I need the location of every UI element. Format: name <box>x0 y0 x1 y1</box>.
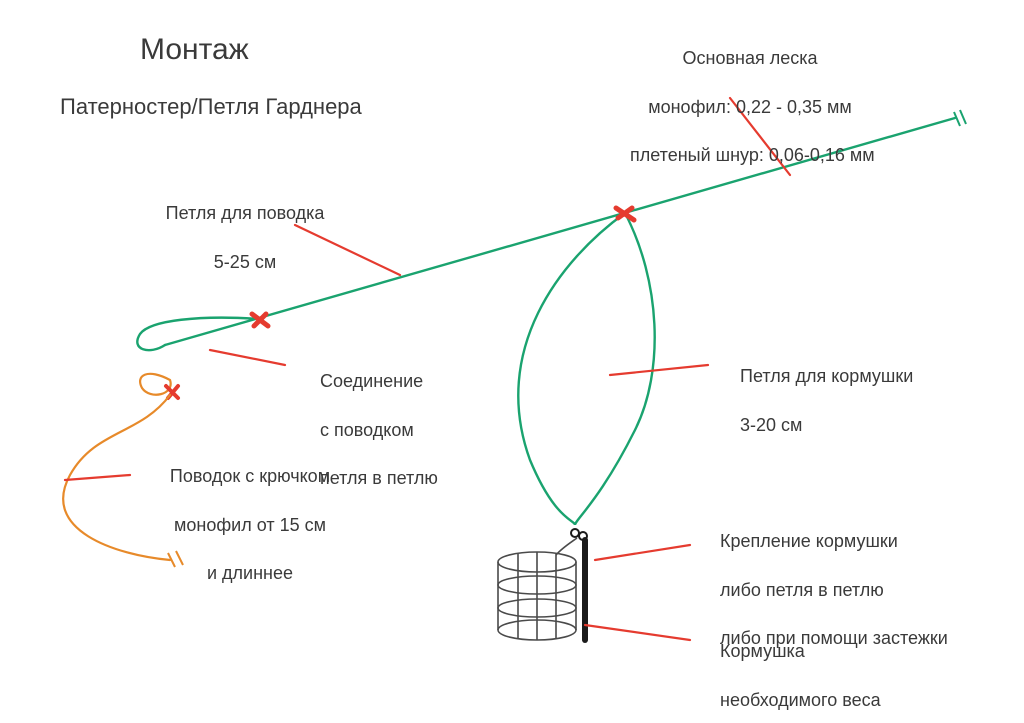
label-leader-l1: Поводок с крючком <box>170 466 330 486</box>
label-feeder: Кормушка необходимого веса <box>700 615 881 723</box>
label-leader: Поводок с крючком монофил от 15 см и дли… <box>135 440 345 610</box>
label-hook-loop: Петля для поводка 5-25 см <box>135 177 335 298</box>
label-main-line-l2: монофил: 0,22 - 0,35 мм <box>648 97 852 117</box>
pointer-leader <box>65 475 130 480</box>
main-line-end-tick <box>954 110 966 126</box>
label-hook-loop-l2: 5-25 см <box>214 252 276 272</box>
subtitle: Патерностер/Петля Гарднера <box>60 92 362 122</box>
label-leader-l2: монофил от 15 см <box>174 515 326 535</box>
label-attachment-l2: либо петля в петлю <box>720 580 884 600</box>
label-loop2loop-l2: с поводком <box>320 420 414 440</box>
pointer-feeder <box>585 625 690 640</box>
label-main-line: Основная леска монофил: 0,22 - 0,35 мм п… <box>610 22 870 192</box>
label-feeder-loop: Петля для кормушки 3-20 см <box>720 340 913 461</box>
label-loop2loop-l1: Соединение <box>320 371 423 391</box>
pointer-feeder-loop <box>610 365 708 375</box>
label-main-line-l1: Основная леска <box>683 48 818 68</box>
label-main-line-l3: плетеный шнур: 0,06-0,16 мм <box>630 145 875 165</box>
label-hook-loop-l1: Петля для поводка <box>166 203 325 223</box>
pointer-attachment <box>595 545 690 560</box>
feeder-loop <box>518 213 654 525</box>
label-feeder-l1: Кормушка <box>720 641 805 661</box>
pointer-loop2loop <box>210 350 285 365</box>
diagram-stage: Монтаж Патерностер/Петля Гарднера Основн… <box>0 0 1024 723</box>
label-leader-l3: и длиннее <box>207 563 293 583</box>
label-feeder-loop-l1: Петля для кормушки <box>740 366 913 386</box>
label-feeder-l2: необходимого веса <box>720 690 881 710</box>
feeder-cage <box>498 538 577 640</box>
feeder-connector <box>571 529 587 640</box>
label-attachment-l1: Крепление кормушки <box>720 531 898 551</box>
label-feeder-loop-l2: 3-20 см <box>740 415 802 435</box>
title: Монтаж <box>140 30 249 71</box>
